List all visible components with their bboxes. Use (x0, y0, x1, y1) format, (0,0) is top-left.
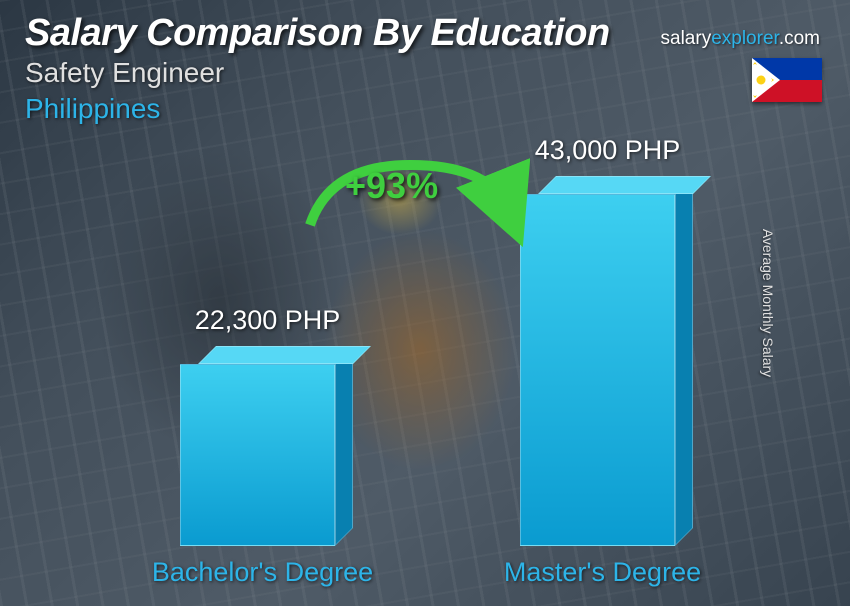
bar-value-label: 43,000 PHP (510, 135, 705, 166)
bar-front (520, 194, 675, 546)
percent-increase-badge: +93% (345, 165, 438, 207)
bar-front (180, 364, 335, 546)
bar-top (538, 176, 711, 194)
bar-1 (520, 176, 693, 546)
bar-top (198, 346, 371, 364)
bar-0 (180, 346, 353, 546)
bar-chart: 22,300 PHP Bachelor's Degree 43,000 PHP Mas… (0, 0, 850, 606)
bar-side (335, 346, 353, 546)
bar-value-label: 22,300 PHP (170, 305, 365, 336)
bar-category-label: Bachelor's Degree (135, 557, 390, 588)
bar-category-label: Master's Degree (475, 557, 730, 588)
bar-side (675, 176, 693, 546)
